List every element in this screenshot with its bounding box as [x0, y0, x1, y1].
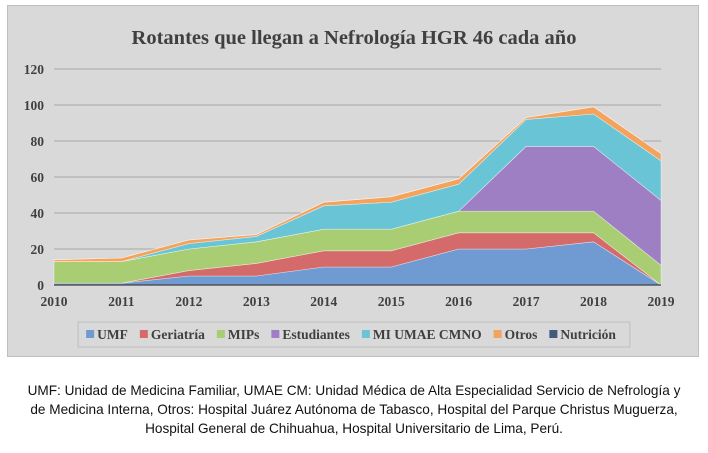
stacked-area-chart: Rotantes que llegan a Nefrología HGR 46 … — [24, 27, 675, 348]
caption-line-1: UMF: Unidad de Medicina Familiar, UMAE C… — [27, 383, 681, 398]
y-tick-label: 80 — [31, 134, 45, 149]
legend-swatch — [493, 330, 502, 338]
y-tick-label: 40 — [31, 206, 45, 221]
x-tick-label: 2015 — [378, 294, 405, 309]
legend-label: UMF — [97, 327, 128, 342]
x-tick-label: 2018 — [580, 294, 607, 309]
legend-label: Otros — [505, 327, 538, 342]
legend-swatch — [271, 330, 280, 338]
chart-title: Rotantes que llegan a Nefrología HGR 46 … — [132, 27, 577, 49]
x-tick-label: 2012 — [175, 294, 202, 309]
legend: UMF Geriatría MIPs Estudiantes MI UMAE CMNO O… — [77, 321, 631, 348]
legend-label: Geriatría — [151, 327, 205, 342]
legend-swatch — [549, 330, 558, 338]
area-series — [53, 106, 663, 286]
legend-label: MI UMAE CMNO — [373, 327, 482, 342]
x-tick-label: 2013 — [243, 294, 270, 309]
x-tick-label: 2019 — [648, 294, 675, 309]
legend-label: Nutrición — [560, 327, 616, 342]
caption-line-2: de Medicina Interna, Otros: Hospital Juá… — [30, 402, 678, 417]
x-tick-label: 2017 — [513, 294, 540, 309]
axes: 0 20 40 60 80 100 120 2010 2011 2012 2013 2014 2015 2… — [24, 62, 675, 309]
y-tick-label: 60 — [31, 170, 45, 185]
figure-caption: UMF: Unidad de Medicina Familiar, UMAE C… — [0, 381, 708, 438]
x-tick-label: 2011 — [108, 294, 135, 309]
y-tick-label: 100 — [24, 98, 45, 113]
legend-swatch — [139, 330, 148, 338]
legend-box — [77, 321, 631, 348]
legend-swatch — [86, 330, 95, 338]
y-tick-label: 120 — [24, 62, 45, 77]
caption-line-3: Hospital General de Chihuahua, Hospital … — [145, 421, 563, 436]
y-tick-label: 0 — [37, 278, 44, 293]
area-nutrición — [53, 106, 662, 261]
legend-swatch — [216, 330, 225, 338]
legend-label: MIPs — [228, 327, 260, 342]
legend-swatch — [361, 330, 370, 338]
y-tick-label: 20 — [31, 242, 45, 257]
legend-label: Estudiantes — [282, 327, 350, 342]
chart-panel: Rotantes que llegan a Nefrología HGR 46 … — [7, 5, 699, 357]
x-tick-label: 2010 — [41, 294, 68, 309]
x-tick-label: 2014 — [310, 294, 337, 309]
x-tick-label: 2016 — [445, 294, 472, 309]
